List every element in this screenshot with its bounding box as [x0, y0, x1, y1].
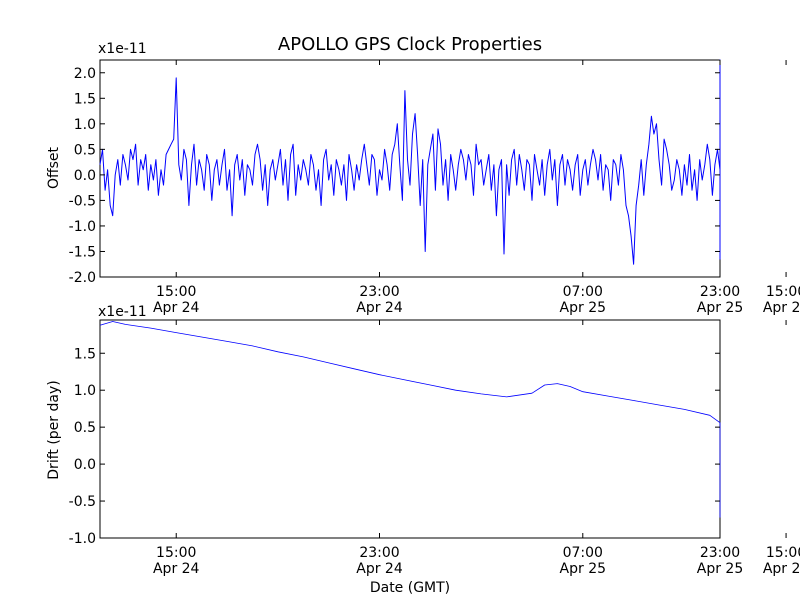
offset-x-tick-date: Apr 25 — [763, 300, 800, 316]
offset-y-tick-label: -2.0 — [69, 270, 96, 286]
drift-y-tick-label: 0.5 — [74, 420, 96, 436]
drift-y-tick-label: 1.5 — [74, 346, 96, 362]
offset-x-tick-date: Apr 24 — [356, 300, 403, 316]
offset-plot-area — [99, 59, 721, 278]
chart-title: APOLLO GPS Clock Properties — [278, 34, 542, 55]
drift-plot-area — [99, 319, 721, 539]
offset-scale-label: x1e-11 — [98, 41, 147, 57]
drift-x-tick-date: Apr 25 — [697, 561, 743, 577]
offset-x-tick-date: Apr 25 — [560, 300, 606, 316]
offset-x-tick-time: 15:00 — [766, 284, 800, 300]
drift-y-tick-label: 0.0 — [74, 457, 96, 473]
x-axis-label: Date (GMT) — [370, 580, 450, 596]
offset-x-tick-date: Apr 25 — [697, 300, 743, 316]
offset-y-tick-label: 2.0 — [74, 66, 96, 82]
offset-x-tick-time: 23:00 — [359, 284, 399, 300]
drift-x-tick-date: Apr 24 — [356, 561, 403, 577]
offset-x-tick-time: 15:00 — [156, 284, 196, 300]
drift-scale-label: x1e-11 — [98, 304, 147, 320]
offset-y-tick-label: -1.0 — [69, 219, 96, 235]
drift-x-tick-date: Apr 25 — [560, 561, 606, 577]
offset-y-tick-label: 1.5 — [74, 91, 96, 107]
drift-x-tick-time: 15:00 — [156, 545, 196, 561]
drift-x-tick-date: Apr 25 — [763, 561, 800, 577]
drift-x-tick-time: 23:00 — [700, 545, 740, 561]
drift-x-tick-time: 23:00 — [359, 545, 399, 561]
drift-y-tick-label: -0.5 — [69, 494, 96, 510]
drift-x-tick-time: 07:00 — [563, 545, 603, 561]
offset-x-tick-date: Apr 24 — [153, 300, 200, 316]
offset-y-tick-label: 1.0 — [74, 117, 96, 133]
offset-y-tick-label: 0.5 — [74, 142, 96, 158]
drift-y-ticks: -1.0 -0.5 0.0 0.5 1.0 1.5 — [69, 346, 720, 547]
drift-x-tick-date: Apr 24 — [153, 561, 200, 577]
drift-series-line — [99, 321, 721, 518]
offset-y-axis-label: Offset — [46, 146, 62, 189]
drift-x-tick-time: 15:00 — [766, 545, 800, 561]
offset-series-line — [99, 59, 721, 265]
offset-panel: -2.0-1.5-1.0-0.50.00.51.01.52.0 15:00Apr… — [46, 41, 800, 316]
offset-x-tick-time: 07:00 — [563, 284, 603, 300]
offset-x-tick-time: 23:00 — [700, 284, 740, 300]
offset-y-tick-label: 0.0 — [74, 168, 96, 184]
drift-y-tick-label: -1.0 — [69, 531, 96, 547]
offset-y-ticks: -2.0 -1.5 -1.0 -0.5 0.0 0.5 1.0 1.5 2.0 — [69, 66, 720, 286]
drift-y-axis-label: Drift (per day) — [46, 380, 62, 479]
offset-y-tick-label: -1.5 — [69, 244, 96, 260]
drift-y-tick-label: 1.0 — [74, 383, 96, 399]
offset-y-tick-label: -0.5 — [69, 193, 96, 209]
